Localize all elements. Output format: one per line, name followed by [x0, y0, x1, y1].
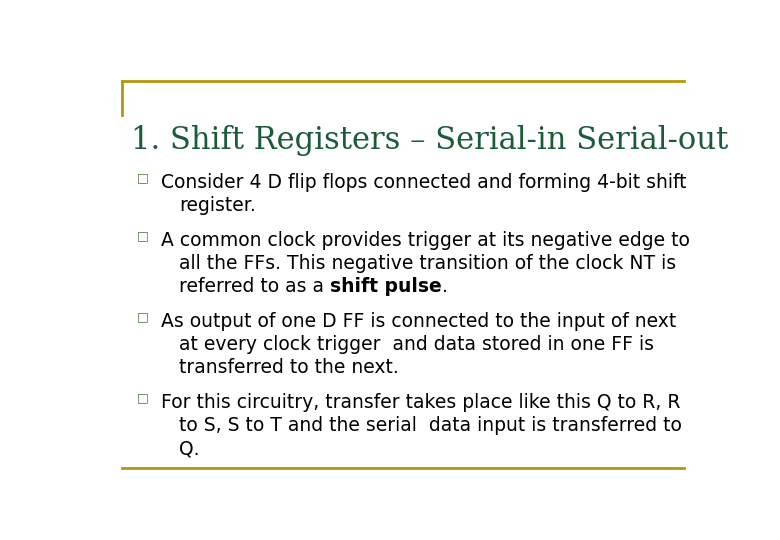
Text: referred to as a: referred to as a	[179, 277, 330, 296]
Text: to S, S to T and the serial  data input is transferred to: to S, S to T and the serial data input i…	[179, 416, 682, 435]
Text: □: □	[137, 310, 149, 323]
Text: Consider 4 D flip flops connected and forming 4-bit shift: Consider 4 D flip flops connected and fo…	[161, 173, 686, 192]
Text: □: □	[137, 229, 149, 242]
Text: As output of one D FF is connected to the input of next: As output of one D FF is connected to th…	[161, 312, 676, 331]
Text: register.: register.	[179, 196, 256, 215]
Text: all the FFs. This negative transition of the clock NT is: all the FFs. This negative transition of…	[179, 254, 676, 273]
Text: shift pulse: shift pulse	[330, 277, 441, 296]
Text: □: □	[137, 391, 149, 404]
Text: transferred to the next.: transferred to the next.	[179, 358, 399, 377]
Text: □: □	[137, 171, 149, 184]
Text: For this circuitry, transfer takes place like this Q to R, R: For this circuitry, transfer takes place…	[161, 393, 680, 412]
Text: at every clock trigger  and data stored in one FF is: at every clock trigger and data stored i…	[179, 335, 654, 354]
Text: A common clock provides trigger at its negative edge to: A common clock provides trigger at its n…	[161, 231, 690, 250]
Text: 1. Shift Registers – Serial-in Serial-out: 1. Shift Registers – Serial-in Serial-ou…	[131, 125, 728, 156]
Text: .: .	[441, 277, 448, 296]
Text: Q.: Q.	[179, 439, 200, 458]
